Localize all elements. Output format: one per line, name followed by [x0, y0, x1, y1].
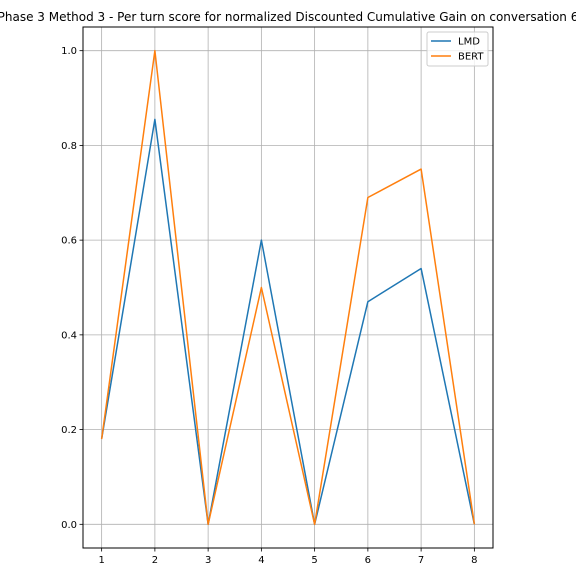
series-lines — [100, 49, 476, 526]
y-tick-label: 0.2 — [61, 425, 77, 436]
x-tick-label: 7 — [418, 555, 424, 566]
grid — [83, 27, 493, 548]
legend-label: BERT — [458, 52, 484, 63]
y-tick-label: 0.6 — [61, 236, 77, 247]
x-tick-label: 4 — [258, 555, 264, 566]
legend-label: LMD — [458, 37, 480, 48]
legend: LMD BERT — [426, 31, 489, 67]
x-tick-label: 5 — [311, 555, 317, 566]
series-line-bert — [100, 49, 476, 526]
x-tick-label: 3 — [205, 555, 211, 566]
y-tick-label: 0.0 — [61, 520, 77, 531]
y-tick-label: 0.4 — [61, 330, 77, 341]
chart-title: Phase 3 Method 3 - Per turn score for no… — [0, 10, 576, 24]
series-line-lmd — [100, 118, 476, 526]
y-tick-label: 0.8 — [61, 141, 77, 152]
y-tick-label: 1.0 — [61, 46, 77, 57]
x-tick-label: 6 — [365, 555, 371, 566]
x-tick-label: 2 — [152, 555, 158, 566]
plot-frame — [82, 26, 494, 549]
x-tick-label: 8 — [471, 555, 477, 566]
x-tick-label: 1 — [98, 555, 104, 566]
axis-ticks: 1 2 3 4 5 6 7 8 0.0 0.2 0.4 0.6 0.8 1.0 — [61, 46, 477, 566]
